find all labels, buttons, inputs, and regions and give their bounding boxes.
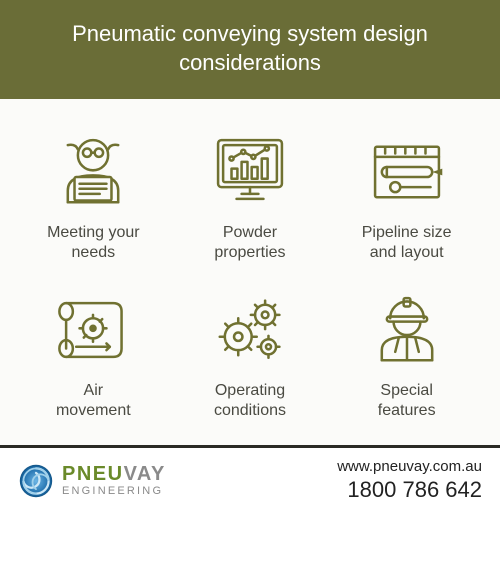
chart-monitor-icon	[208, 133, 292, 211]
brand-second: VAY	[124, 463, 166, 485]
person-icon	[51, 133, 135, 211]
worker-icon	[365, 291, 449, 369]
cell-label: Meeting your needs	[47, 223, 140, 263]
cell-label: Operating conditions	[214, 381, 286, 421]
cell-air-movement: Air movement	[20, 291, 167, 421]
cell-label: Powder properties	[214, 223, 285, 263]
infographic-grid: Meeting your needs Powder properties	[0, 99, 500, 445]
brand-sub: ENGINEERING	[62, 486, 166, 497]
contact-block: www.pneuvay.com.au 1800 786 642	[337, 458, 482, 503]
cell-meeting-needs: Meeting your needs	[20, 133, 167, 263]
cell-special-features: Special features	[333, 291, 480, 421]
blueprint-scroll-icon	[51, 291, 135, 369]
footer: PNEUVAY ENGINEERING www.pneuvay.com.au 1…	[0, 448, 500, 515]
cell-pipeline-size: Pipeline size and layout	[333, 133, 480, 263]
cell-label: Pipeline size and layout	[362, 223, 452, 263]
cell-powder-properties: Powder properties	[177, 133, 324, 263]
contact-url: www.pneuvay.com.au	[337, 458, 482, 475]
contact-phone: 1800 786 642	[337, 477, 482, 503]
gears-icon	[208, 291, 292, 369]
cell-label: Special features	[378, 381, 436, 421]
swirl-icon	[18, 463, 54, 499]
cell-operating-conditions: Operating conditions	[177, 291, 324, 421]
ruler-pencil-icon	[365, 133, 449, 211]
brand-first: PNEU	[62, 463, 124, 485]
brand-text: PNEUVAY ENGINEERING	[62, 464, 166, 497]
header: Pneumatic conveying system design consid…	[0, 0, 500, 99]
brand-logo: PNEUVAY ENGINEERING	[18, 463, 166, 499]
cell-label: Air movement	[56, 381, 131, 421]
page-title: Pneumatic conveying system design consid…	[10, 20, 490, 77]
